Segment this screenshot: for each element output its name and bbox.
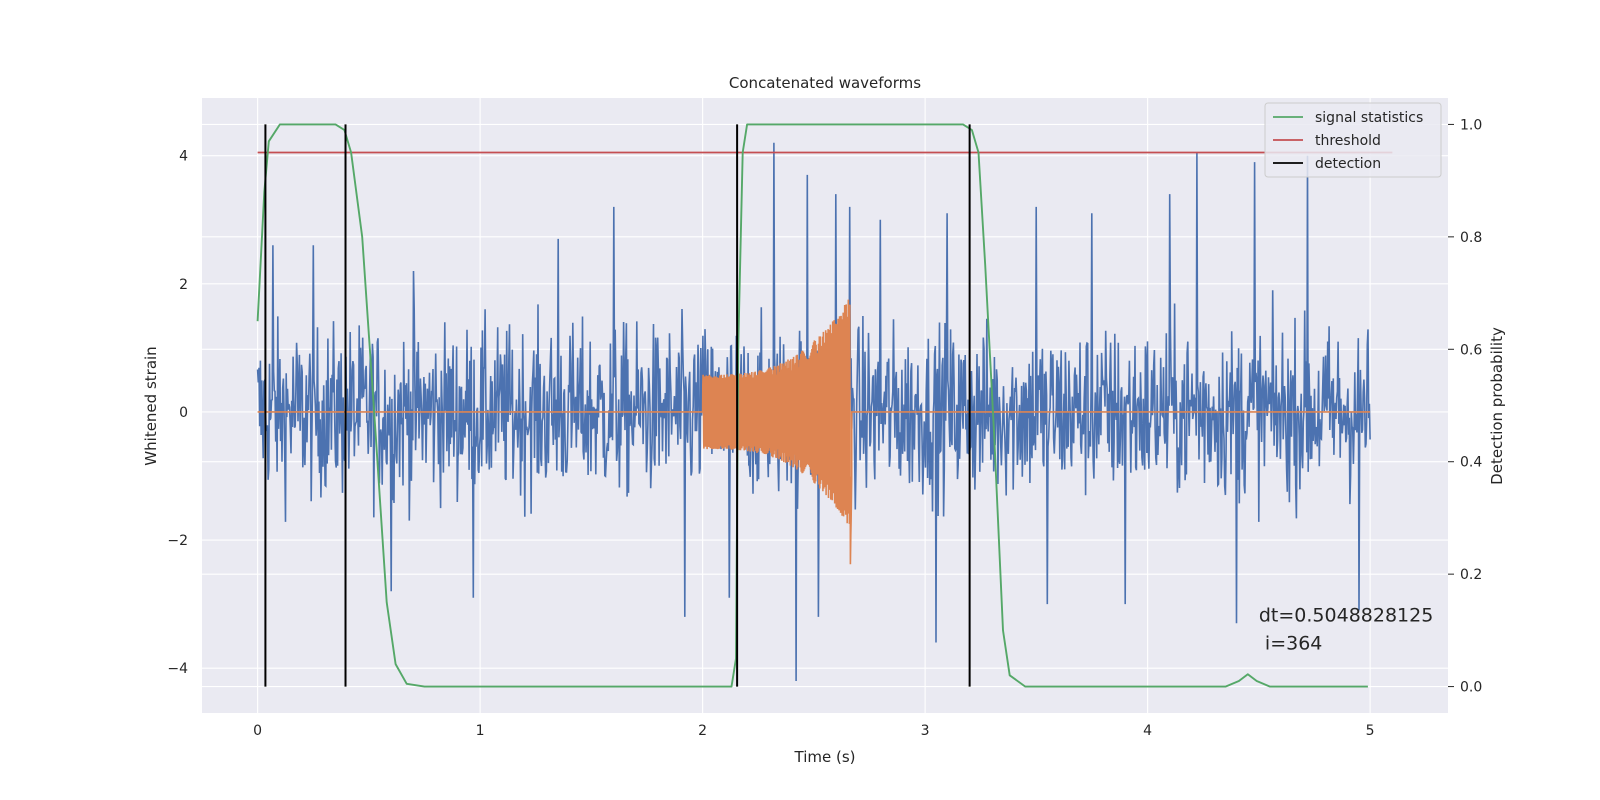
y-left-tick-label: −4 [167,661,188,677]
y-right-tick-label: 1.0 [1460,117,1482,133]
x-tick-label: 2 [698,723,707,739]
y-left-tick-label: 2 [179,277,188,293]
legend: signal statistics threshold detection [1264,102,1442,178]
y-axis-label-left: Whitened strain [142,346,160,465]
legend-label-signal-statistics: signal statistics [1315,110,1423,126]
legend-label-threshold: threshold [1315,133,1381,149]
y-right-tick-label: 0.6 [1460,342,1482,358]
y-right-tick-label: 0.2 [1460,567,1482,583]
y-right-tick-label: 0.4 [1460,455,1482,471]
annotation-i: i=364 [1259,632,1323,654]
x-tick-label: 5 [1366,723,1375,739]
legend-box [1264,102,1442,178]
series-chirp-line [257,299,1371,565]
series-layer [256,123,1393,688]
chart-title: Concatenated waveforms [729,74,921,92]
x-tick-label: 1 [476,723,485,739]
y-axis-label-right: Detection probability [1488,327,1506,485]
y-left-tick-label: −2 [167,533,188,549]
legend-label-detection: detection [1315,156,1381,172]
x-tick-label: 3 [921,723,930,739]
annotation-dt: dt=0.5048828125 [1259,604,1433,626]
x-axis-label: Time (s) [794,748,856,766]
y-left-tick-label: 4 [179,149,188,165]
y-right-tick-label: 0.8 [1460,230,1482,246]
y-right-tick-label: 0.0 [1460,680,1482,696]
ticks: 0 1 2 3 4 5 −4 −2 0 2 4 0.0 0.2 0.4 0.6 0.8 1.0 [167,117,1482,739]
x-tick-label: 0 [253,723,262,739]
y-left-tick-label: 0 [179,405,188,421]
x-tick-label: 4 [1143,723,1152,739]
